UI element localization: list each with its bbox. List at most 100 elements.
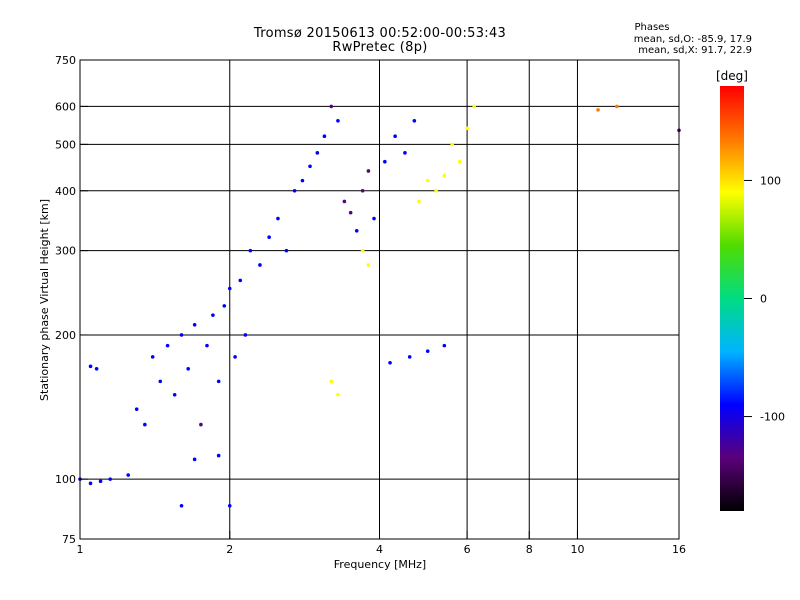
x-tick-label: 1 xyxy=(77,543,84,556)
data-point xyxy=(596,108,600,112)
data-point xyxy=(354,228,359,233)
data-point xyxy=(165,343,170,348)
data-point xyxy=(348,210,353,215)
x-tick-label: 10 xyxy=(570,543,584,556)
chart-title: Tromsø 20150613 00:52:00-00:53:43 xyxy=(253,26,507,41)
data-point xyxy=(179,503,184,508)
data-points xyxy=(78,104,681,508)
y-tick-label: 500 xyxy=(55,138,76,151)
y-tick-label: 200 xyxy=(55,329,76,342)
data-point xyxy=(143,422,147,427)
data-point xyxy=(134,407,139,411)
x-tick-label: 16 xyxy=(672,543,686,556)
data-point xyxy=(308,164,312,169)
data-point xyxy=(403,151,407,155)
data-point xyxy=(238,278,243,283)
data-point xyxy=(205,343,209,348)
data-point xyxy=(284,248,289,253)
y-tick-label: 400 xyxy=(55,185,76,198)
data-point xyxy=(248,248,253,253)
data-point xyxy=(315,151,320,155)
data-point xyxy=(465,126,469,131)
y-tick-label: 75 xyxy=(62,533,76,546)
data-point xyxy=(186,366,190,371)
data-point xyxy=(94,366,99,371)
x-tick-label: 2 xyxy=(226,543,233,556)
data-point xyxy=(366,263,371,267)
phase-o-stats: mean, sd,O: -85.9, 17.9 xyxy=(633,34,752,45)
data-point xyxy=(243,333,248,337)
data-point xyxy=(442,343,447,348)
data-point xyxy=(412,118,417,123)
data-point xyxy=(216,453,221,458)
data-point xyxy=(457,159,462,164)
data-point xyxy=(425,349,430,353)
data-point xyxy=(329,104,334,109)
data-point xyxy=(366,169,371,173)
data-point xyxy=(360,248,365,253)
x-axis-label: Frequency [MHz] xyxy=(334,558,426,571)
x-axis-ticks: 1 2 4 6 8 10 16 xyxy=(77,531,686,556)
grid-lines xyxy=(80,60,679,539)
y-tick-label: 100 xyxy=(55,473,76,486)
colorbar-ticks: 100 0 -100 xyxy=(744,174,785,424)
data-point xyxy=(425,178,430,183)
data-point xyxy=(322,134,327,138)
x-tick-label: 6 xyxy=(464,543,471,556)
data-point xyxy=(192,323,197,327)
data-point xyxy=(222,304,227,308)
data-point xyxy=(336,393,340,397)
data-point xyxy=(417,199,421,204)
x-tick-label: 8 xyxy=(526,543,533,556)
data-point xyxy=(267,235,271,239)
data-point xyxy=(372,216,376,221)
data-point xyxy=(227,503,232,508)
data-point xyxy=(276,216,280,221)
data-point xyxy=(258,263,262,267)
data-point xyxy=(233,355,237,359)
data-point xyxy=(393,134,397,138)
colorbar xyxy=(720,86,744,511)
data-point xyxy=(199,422,203,427)
data-point xyxy=(88,481,93,486)
data-point xyxy=(292,188,297,193)
data-point xyxy=(383,159,387,164)
data-point xyxy=(227,286,232,291)
data-point xyxy=(407,355,412,359)
data-point xyxy=(216,379,221,384)
data-point xyxy=(336,118,340,123)
y-tick-label: 300 xyxy=(55,245,76,258)
data-point xyxy=(329,379,334,384)
data-point xyxy=(192,457,197,462)
colorbar-tick-label: 0 xyxy=(760,293,767,306)
y-axis-label: Stationary phase Virtual Height [km] xyxy=(38,199,51,401)
chart-subtitle: RwPretec (8p) xyxy=(332,40,428,55)
data-point xyxy=(360,188,365,193)
data-point xyxy=(450,142,454,147)
data-point xyxy=(108,477,112,481)
data-point xyxy=(179,333,184,337)
y-tick-label: 600 xyxy=(55,100,76,113)
data-point xyxy=(211,313,215,317)
colorbar-tick-label: 100 xyxy=(760,174,781,187)
colorbar-tick-label: -100 xyxy=(760,411,785,424)
y-axis-ticks: 75 100 200 300 400 500 600 750 xyxy=(55,54,88,546)
phases-heading: Phases xyxy=(634,22,670,33)
data-point xyxy=(98,479,103,484)
data-point xyxy=(442,173,447,178)
data-point xyxy=(300,178,305,183)
x-tick-label: 4 xyxy=(376,543,383,556)
y-tick-label: 750 xyxy=(55,54,76,67)
data-point xyxy=(150,355,155,359)
data-point xyxy=(88,364,93,369)
data-point xyxy=(126,473,131,477)
data-point xyxy=(172,393,177,397)
data-point xyxy=(158,379,163,384)
data-point xyxy=(615,104,619,109)
colorbar-label: [deg] xyxy=(716,69,748,83)
data-point xyxy=(388,360,392,365)
data-point xyxy=(434,188,438,193)
phase-x-stats: mean, sd,X: 91.7, 22.9 xyxy=(638,45,752,56)
data-point xyxy=(342,199,347,204)
